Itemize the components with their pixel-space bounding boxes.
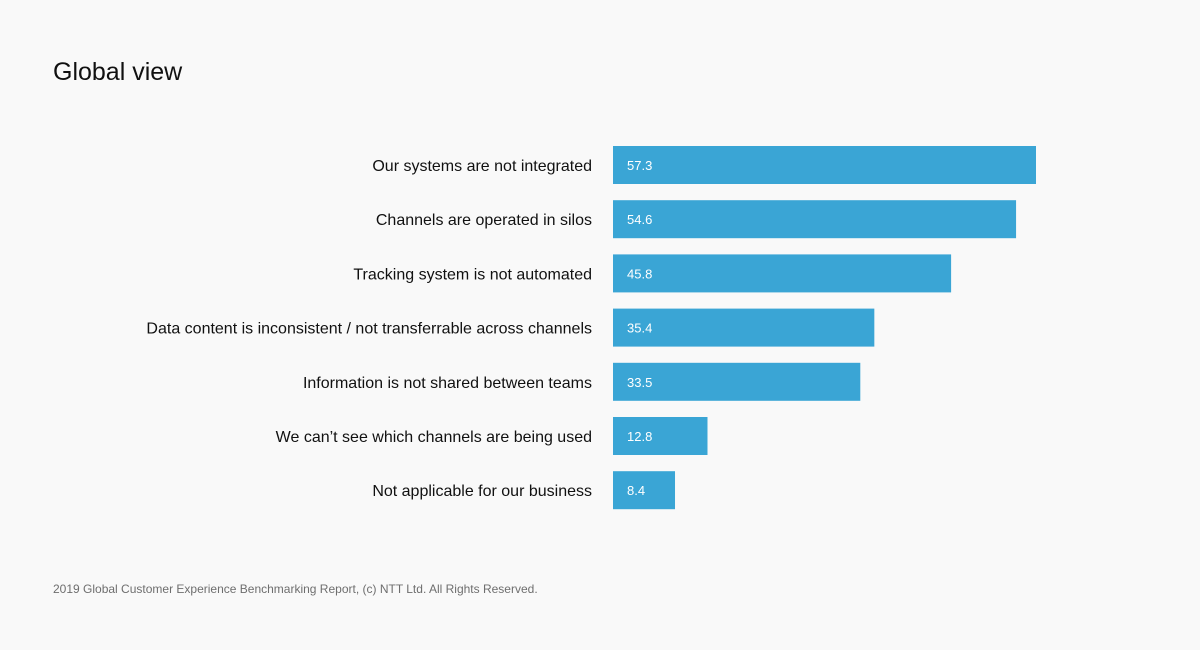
- footer-copyright: 2019 Global Customer Experience Benchmar…: [53, 582, 538, 596]
- bar-5: [613, 362, 861, 401]
- value-label-5: 33.5: [627, 375, 652, 390]
- value-label-3: 45.8: [627, 266, 652, 281]
- category-label-3: Tracking system is not automated: [353, 266, 592, 283]
- category-label-6: We can’t see which channels are being us…: [276, 429, 592, 446]
- chart-plot-area: Our systems are not integrated 57.3 Channe…: [146, 146, 1036, 510]
- bar-2: [613, 200, 1017, 239]
- value-label-2: 54.6: [627, 212, 652, 227]
- value-label-6: 12.8: [627, 429, 652, 444]
- category-label-2: Channels are operated in silos: [376, 212, 592, 229]
- value-label-4: 35.4: [627, 321, 652, 336]
- bar-4: [613, 308, 875, 347]
- bar-7: [613, 471, 676, 510]
- page-title: Global view: [53, 58, 183, 86]
- category-label-1: Our systems are not integrated: [372, 158, 592, 175]
- category-label-7: Not applicable for our business: [372, 483, 592, 500]
- category-label-5: Information is not shared between teams: [303, 375, 592, 392]
- value-label-7: 8.4: [627, 483, 645, 498]
- value-label-1: 57.3: [627, 158, 652, 173]
- bar-1: [613, 146, 1036, 184]
- bar-6: [613, 417, 708, 455]
- category-label-4: Data content is inconsistent / not trans…: [146, 321, 592, 338]
- bar-3: [613, 254, 952, 293]
